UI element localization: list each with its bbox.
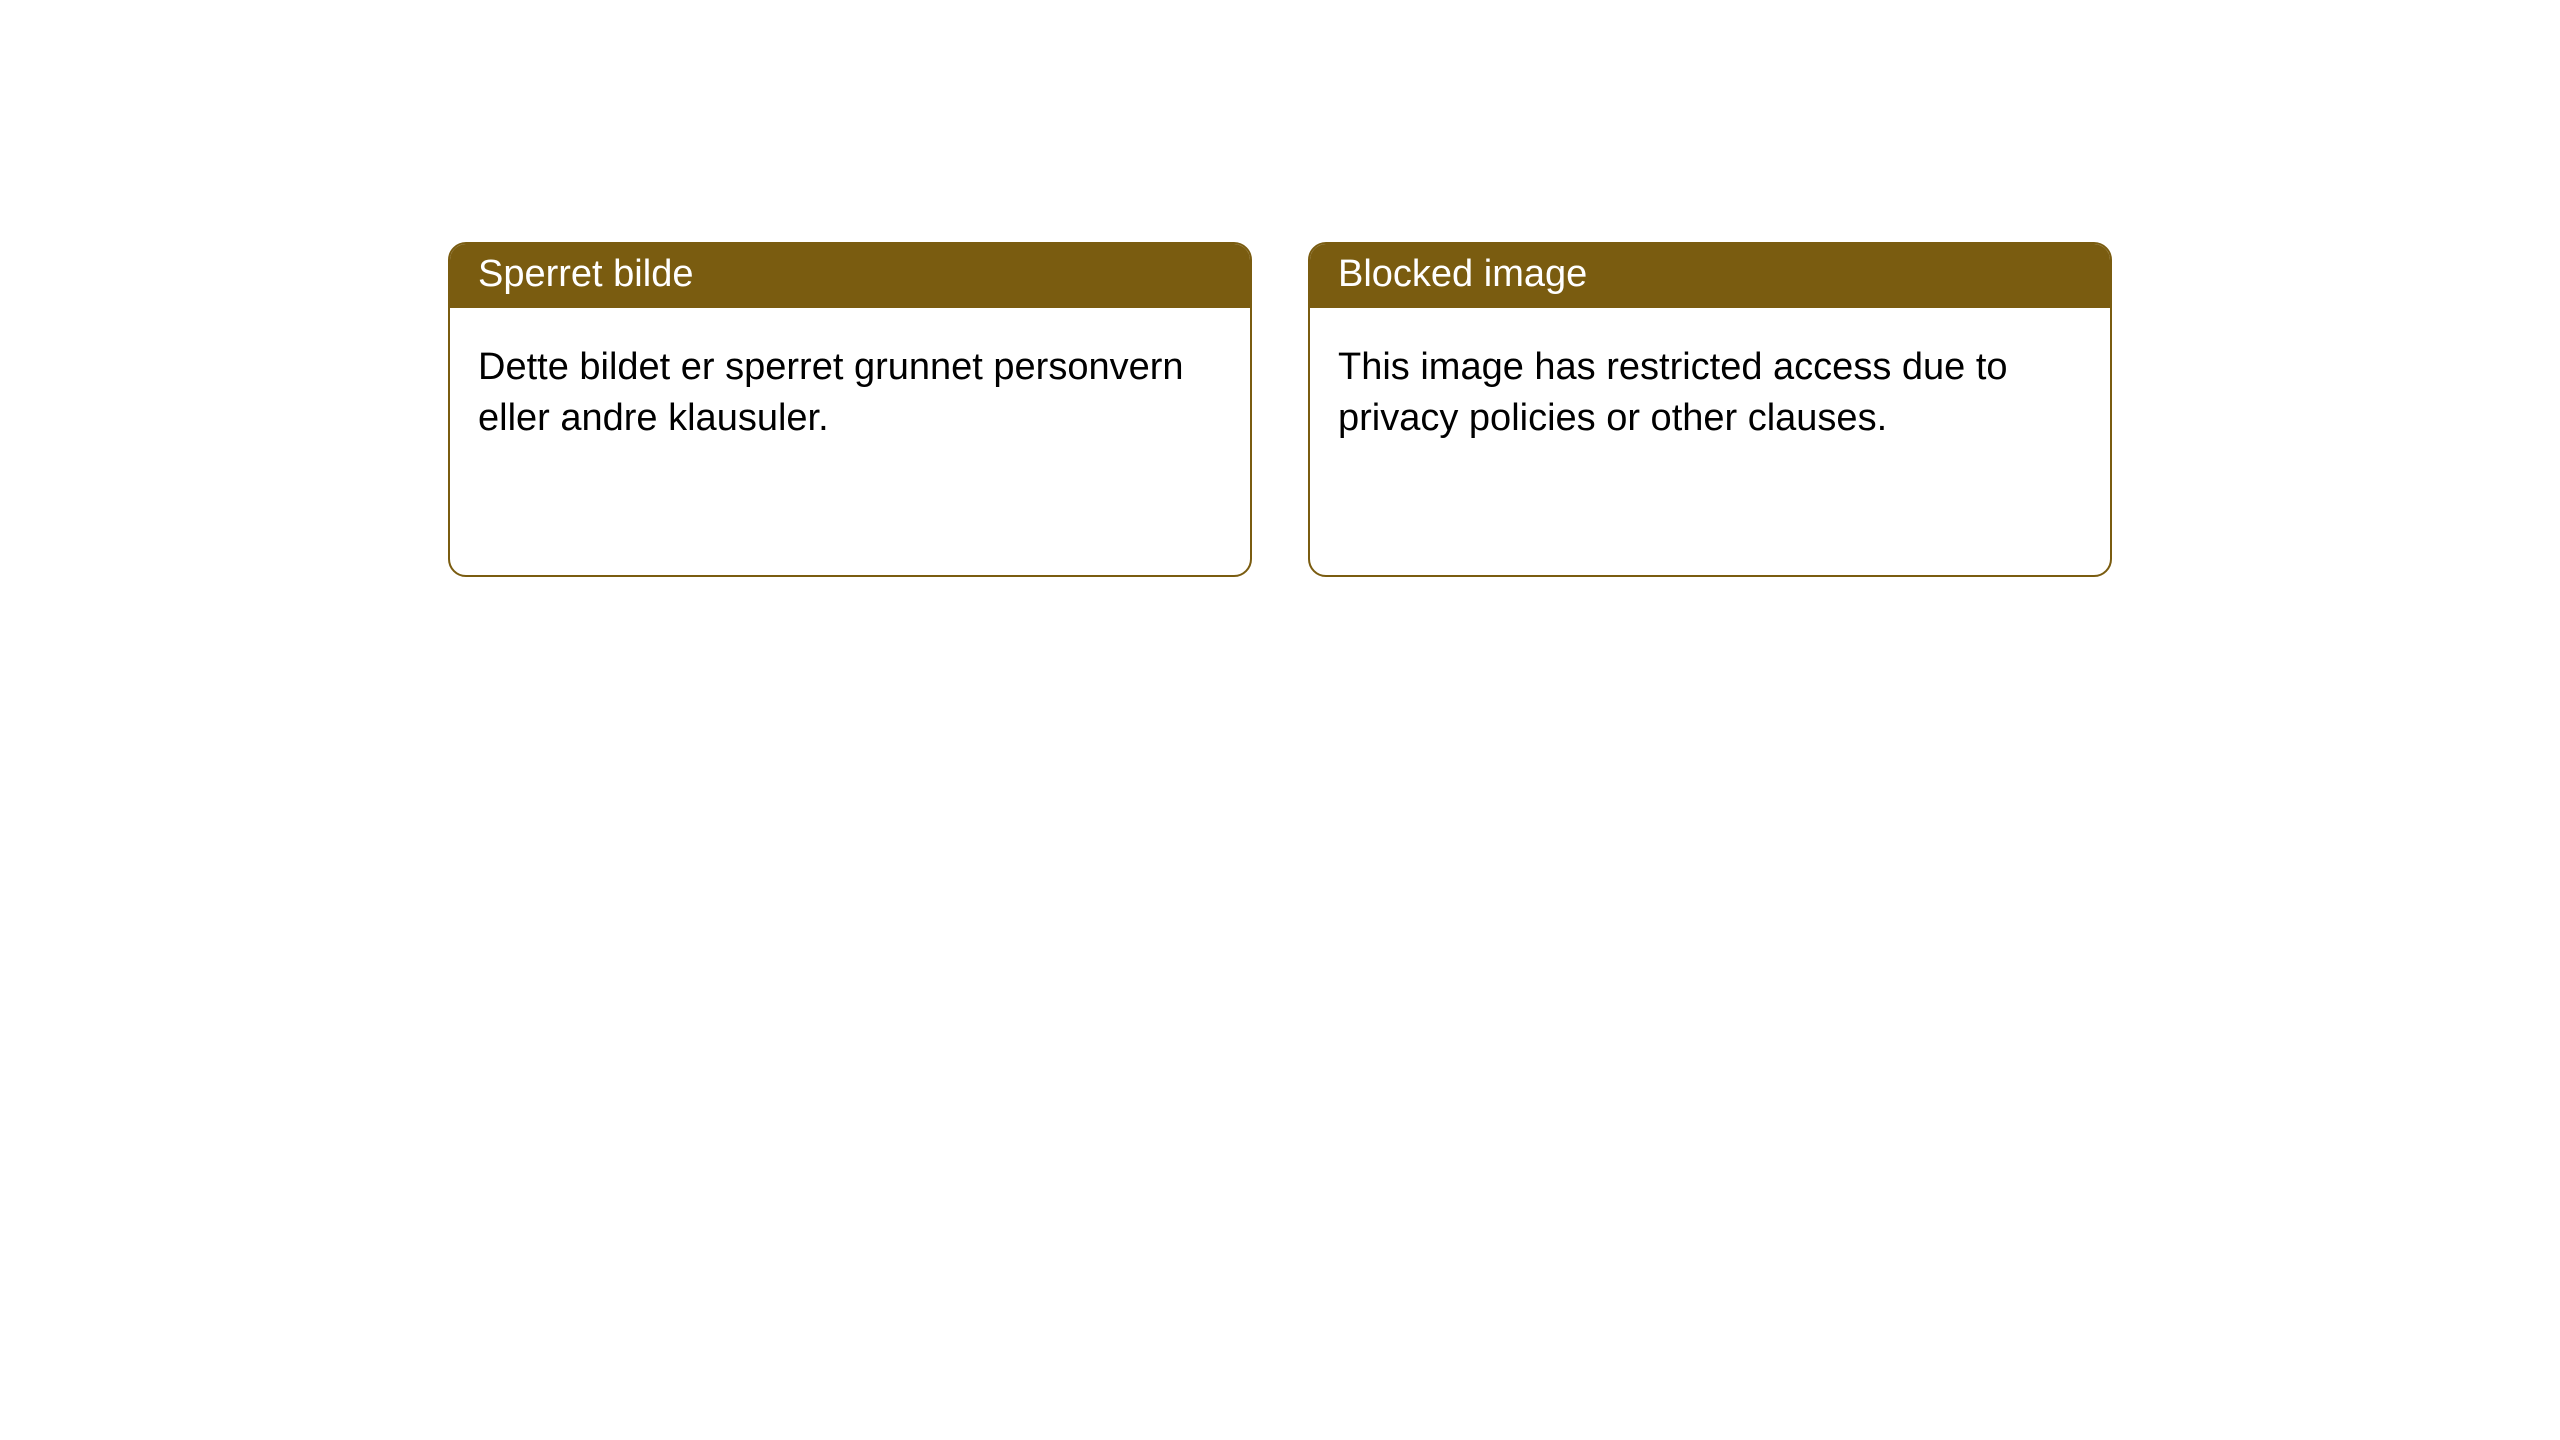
card-body: Dette bildet er sperret grunnet personve… bbox=[450, 308, 1250, 479]
card-container: Sperret bilde Dette bildet er sperret gr… bbox=[0, 0, 2560, 577]
blocked-image-card-no: Sperret bilde Dette bildet er sperret gr… bbox=[448, 242, 1252, 577]
card-header: Sperret bilde bbox=[450, 244, 1250, 308]
card-header: Blocked image bbox=[1310, 244, 2110, 308]
card-body: This image has restricted access due to … bbox=[1310, 308, 2110, 479]
blocked-image-card-en: Blocked image This image has restricted … bbox=[1308, 242, 2112, 577]
